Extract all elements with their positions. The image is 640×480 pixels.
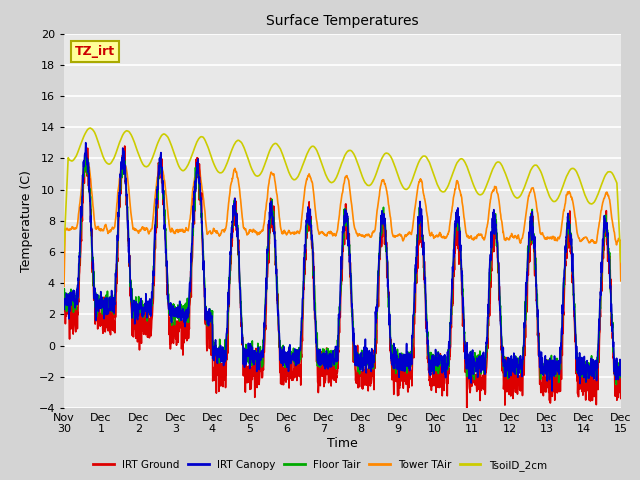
- Legend: IRT Ground, IRT Canopy, Floor Tair, Tower TAir, TsoilD_2cm: IRT Ground, IRT Canopy, Floor Tair, Towe…: [89, 456, 551, 475]
- Y-axis label: Temperature (C): Temperature (C): [20, 170, 33, 272]
- Title: Surface Temperatures: Surface Temperatures: [266, 14, 419, 28]
- Text: TZ_irt: TZ_irt: [75, 45, 115, 58]
- X-axis label: Time: Time: [327, 437, 358, 450]
